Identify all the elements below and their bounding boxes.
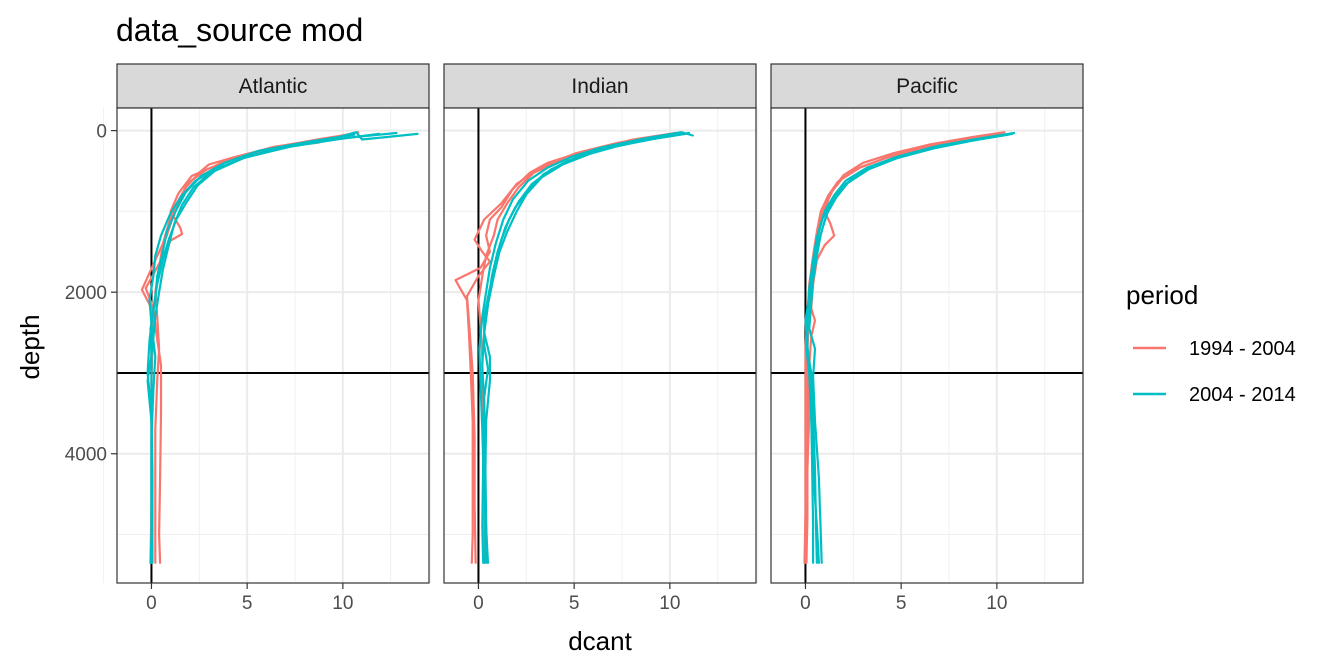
plot-background xyxy=(771,108,1083,583)
facet-panel-atlantic: Atlantic 0 5 10 0 2000 4000 xyxy=(65,63,430,614)
facet-strip-label: Atlantic xyxy=(239,75,308,98)
series-line-2004-2014-5 xyxy=(148,132,381,564)
series-line-1994-2004-1 xyxy=(465,134,668,564)
chart-title: data_source mod xyxy=(116,12,363,48)
x-tick-label: 0 xyxy=(800,593,811,614)
series-line-2004-2014-4 xyxy=(804,131,1016,564)
series-group xyxy=(454,131,694,564)
facet-strip-label: Indian xyxy=(571,75,628,98)
x-tick-label: 5 xyxy=(896,593,907,614)
panel-border xyxy=(770,107,1084,584)
y-tick-label: 2000 xyxy=(65,283,107,304)
plot-background xyxy=(117,108,429,583)
y-axis-title: depth xyxy=(15,314,45,379)
series-group xyxy=(140,131,419,564)
x-tick-label: 10 xyxy=(986,593,1007,614)
x-tick-label: 0 xyxy=(146,593,157,614)
legend-title: period xyxy=(1126,280,1198,310)
x-tick-label: 5 xyxy=(569,593,580,614)
x-axis-title: dcant xyxy=(568,626,632,656)
y-tick-label: 0 xyxy=(96,122,107,143)
facet-strip-label: Pacific xyxy=(896,75,958,98)
facet-strip xyxy=(116,63,430,109)
facet-panels: Atlantic 0 5 10 0 2000 4000 Indian 0 5 10 Pacific 0 5… xyxy=(65,63,1084,614)
series-line-2004-2014-6 xyxy=(149,133,356,564)
facet-panel-pacific: Pacific 0 5 10 xyxy=(757,63,1084,614)
panel-border xyxy=(443,107,757,584)
series-line-1994-2004-0 xyxy=(454,131,677,564)
facet-panel-indian: Indian 0 5 10 xyxy=(430,63,757,614)
x-tick-label: 0 xyxy=(473,593,484,614)
panel-border xyxy=(116,107,430,584)
series-group xyxy=(803,131,1016,564)
x-tick-label: 10 xyxy=(332,593,353,614)
legend: period 1994 - 2004 2004 - 2014 xyxy=(1126,280,1296,406)
y-tick-label: 4000 xyxy=(65,445,107,466)
x-tick-label: 10 xyxy=(659,593,680,614)
plot-background xyxy=(444,108,756,583)
series-line-2004-2014-6 xyxy=(808,132,1012,564)
legend-entry-label: 1994 - 2004 xyxy=(1189,338,1296,360)
series-line-2004-2014-3 xyxy=(478,131,694,564)
legend-entry-label: 2004 - 2014 xyxy=(1189,384,1296,406)
facet-strip xyxy=(770,63,1084,109)
series-line-2004-2014-6 xyxy=(481,133,681,564)
x-tick-label: 5 xyxy=(242,593,253,614)
